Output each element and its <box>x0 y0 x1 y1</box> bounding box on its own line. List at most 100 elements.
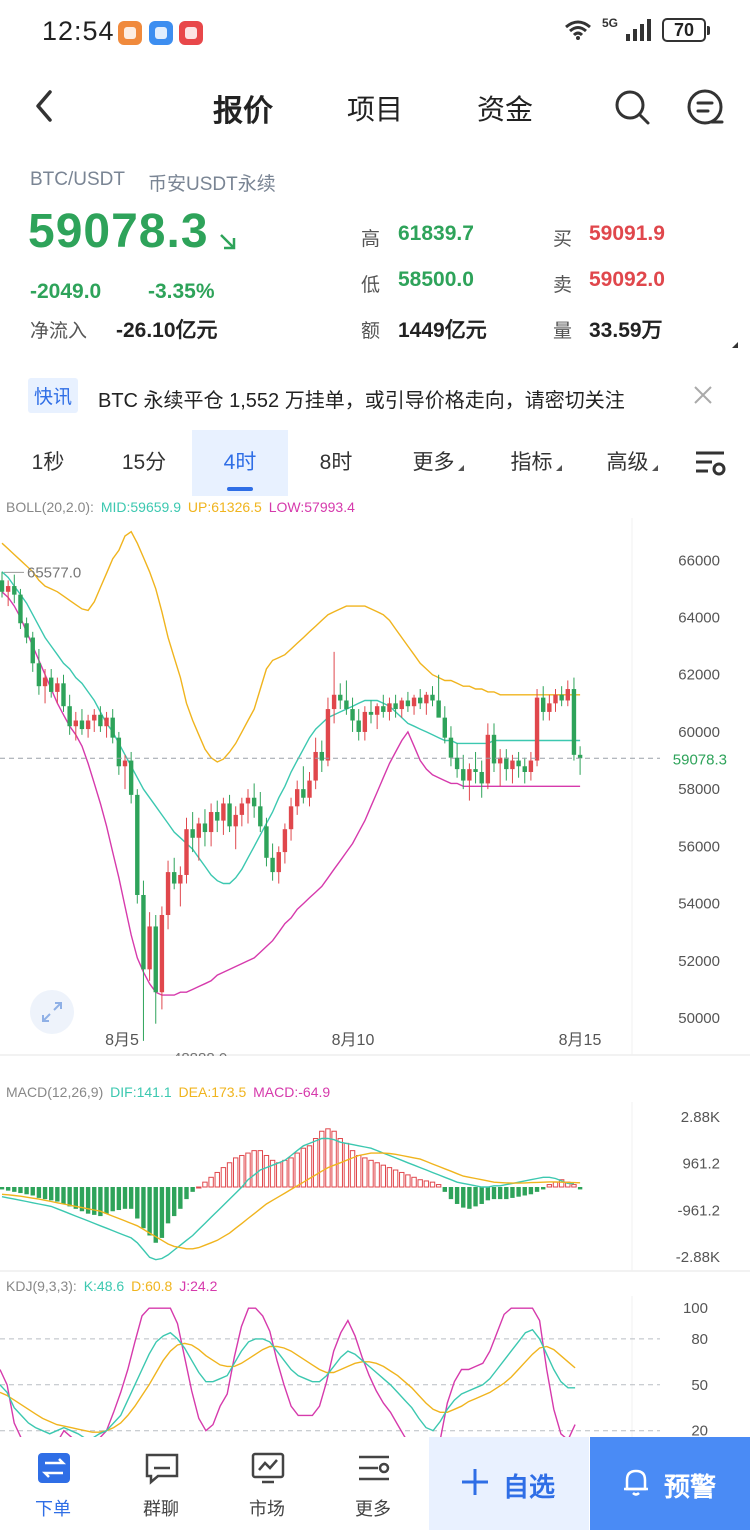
macd-bar <box>479 1187 484 1204</box>
candle-body <box>67 706 72 727</box>
macd-bar <box>497 1187 503 1200</box>
tab-8h[interactable]: 8时 <box>319 451 353 474</box>
expand-stats-icon[interactable] <box>732 342 738 348</box>
add-favorite-button[interactable]: 自选 <box>429 1437 589 1530</box>
macd-bar <box>24 1187 29 1195</box>
x-tick-label: 8月15 <box>559 1032 602 1049</box>
flash-news-bar[interactable]: 快讯 BTC 永续平仓 1,552 万挂单，或引导价格走向，请密切关注 <box>28 376 728 416</box>
candle-body <box>227 803 232 827</box>
volume-label: 量 <box>553 321 573 342</box>
candle-body <box>147 926 152 970</box>
tab-1s[interactable]: 1秒 <box>31 451 65 474</box>
boll-mid-line <box>1 571 581 885</box>
tab-quote[interactable]: 报价 <box>213 95 273 128</box>
candle-body <box>381 706 386 712</box>
macd-bar <box>312 1138 319 1188</box>
expand-chart-button[interactable] <box>30 990 74 1034</box>
caret-icon <box>555 465 562 471</box>
tab-more[interactable]: 更多 <box>392 430 484 496</box>
macd-bar <box>442 1187 447 1192</box>
bottom-bar: 下单 群聊 市场 更多 自选 <box>0 1437 750 1530</box>
back-icon[interactable] <box>30 86 60 126</box>
candle-body <box>61 683 66 707</box>
candle-body <box>135 794 140 895</box>
macd-bar <box>491 1187 497 1200</box>
k-line <box>0 1328 576 1437</box>
macd-bar <box>461 1187 466 1208</box>
tab-project[interactable]: 项目 <box>347 94 404 125</box>
y-tick-label: -961.2 <box>677 1202 720 1219</box>
price-chart[interactable]: 66000 64000 62000 60000 58000 56000 54000 52000… <box>0 518 750 1056</box>
macd-bar <box>504 1187 509 1200</box>
candle-body <box>110 717 115 738</box>
net-inflow-value: -26.10亿元 <box>116 319 218 342</box>
macd-bar <box>276 1162 282 1188</box>
amount-value: 1449亿元 <box>398 319 487 342</box>
candle-body <box>24 623 29 638</box>
tab-indicators[interactable]: 指标 <box>490 430 582 496</box>
close-icon[interactable] <box>692 384 714 406</box>
macd-bar <box>153 1187 158 1243</box>
tab-advanced[interactable]: 高级 <box>586 430 678 496</box>
candle-body <box>282 829 288 853</box>
chart-settings-icon[interactable] <box>694 448 726 478</box>
kdj-chart[interactable]: 100 80 50 20 <box>0 1296 750 1437</box>
bell-icon <box>624 1469 648 1496</box>
nav-order[interactable]: 下单 <box>0 1437 106 1530</box>
y-tick-label: 80 <box>691 1331 708 1348</box>
candle-body <box>239 803 245 815</box>
candle-body <box>190 829 195 838</box>
candle-body <box>49 677 54 692</box>
price-alert-button[interactable]: 预警 <box>590 1437 750 1530</box>
candle-body <box>424 694 429 704</box>
notification-icon <box>179 21 203 45</box>
macd-bar <box>202 1181 208 1188</box>
macd-bar <box>239 1154 245 1188</box>
candle-body <box>233 814 238 827</box>
candle-body <box>387 703 392 712</box>
down-arrow-icon <box>220 234 236 250</box>
candle-body <box>319 751 324 761</box>
tab-15m[interactable]: 15分 <box>121 451 167 474</box>
volume-value: 33.59万 <box>589 319 663 342</box>
nav-chat[interactable]: 群聊 <box>108 1437 214 1530</box>
macd-bar <box>55 1187 60 1202</box>
macd-bar <box>220 1167 227 1188</box>
macd-bar <box>510 1187 515 1198</box>
y-tick-label: 66000 <box>678 552 720 569</box>
current-price-label: 59078.3 <box>673 751 727 768</box>
candle-body <box>553 694 558 704</box>
flash-tag: 快讯 <box>28 378 79 413</box>
y-tick-label: 62000 <box>678 667 720 684</box>
macd-bar <box>79 1187 85 1212</box>
candle-body <box>5 586 11 592</box>
tab-funds[interactable]: 资金 <box>477 94 534 125</box>
price-alert-label: 预警 <box>664 1472 717 1502</box>
wifi-icon <box>565 20 591 40</box>
macd-bar <box>172 1187 177 1217</box>
macd-bar <box>214 1171 220 1188</box>
top-nav: 报价 项目 资金 <box>0 70 750 142</box>
candle-body <box>0 580 5 592</box>
macd-bar <box>110 1187 115 1212</box>
candle-body <box>362 711 368 732</box>
high-annotation: 65577.0 <box>27 564 81 581</box>
macd-bar <box>306 1145 313 1188</box>
candle-body <box>393 703 398 710</box>
flash-text[interactable]: BTC 永续平仓 1,552 万挂单，或引导价格走向，请密切关注 <box>98 390 625 412</box>
plus-icon <box>462 1469 488 1495</box>
boll-mid: MID:59659.9 <box>100 499 181 515</box>
candle-body <box>504 757 509 770</box>
candle-body <box>399 700 404 710</box>
candle-body <box>528 760 534 772</box>
candle-body <box>350 709 355 721</box>
tab-advanced-label: 高级 <box>606 451 649 474</box>
tab-4h[interactable]: 4时 <box>192 430 288 496</box>
macd-chart[interactable]: 2.88K 961.2 -961.2 -2.88K <box>0 1102 750 1272</box>
menu-chat-icon[interactable] <box>686 88 724 126</box>
candle-body <box>153 926 158 993</box>
nav-more[interactable]: 更多 <box>320 1437 426 1530</box>
nav-market[interactable]: 市场 <box>214 1437 320 1530</box>
search-icon[interactable] <box>613 88 651 126</box>
macd-bar <box>165 1187 171 1224</box>
